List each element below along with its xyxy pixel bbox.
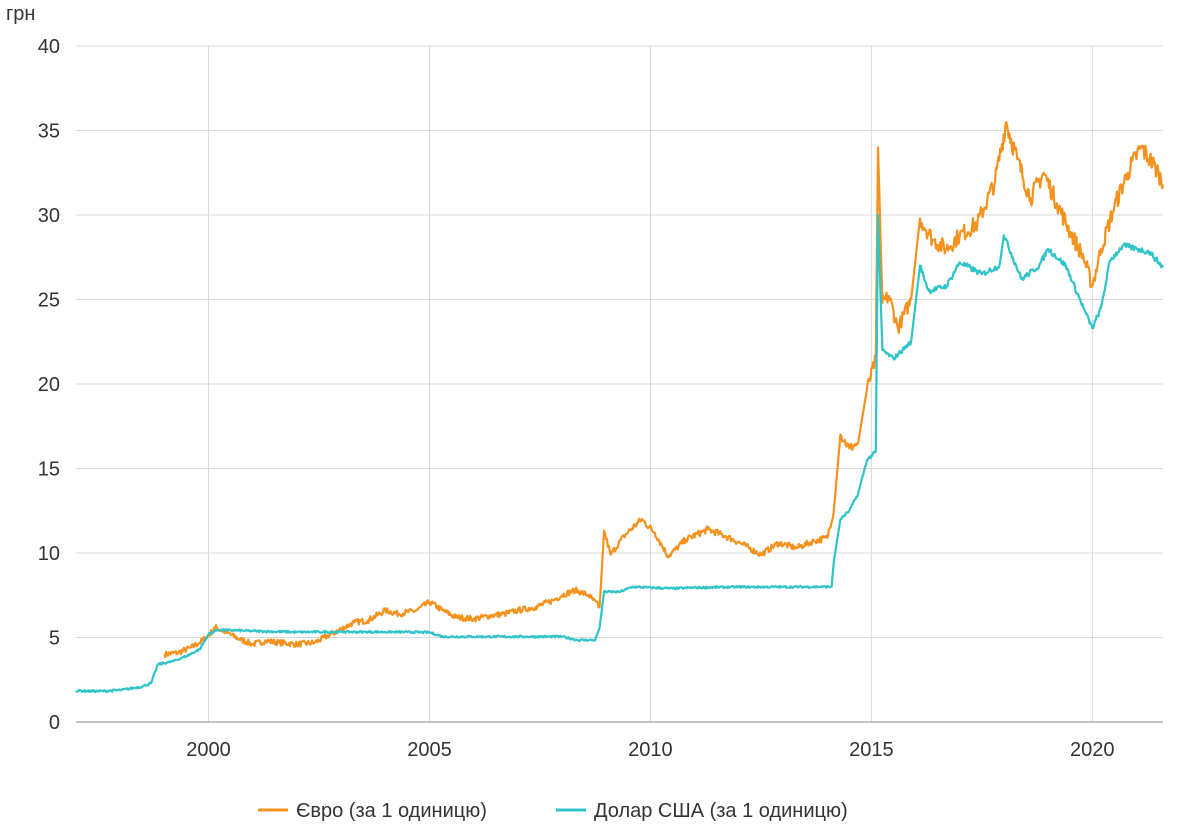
legend: Євро (за 1 одиницю) Долар США (за 1 одини… <box>258 800 848 822</box>
x-tick-label: 2010 <box>628 739 673 761</box>
series-lines <box>75 121 1165 694</box>
y-tick-label: 15 <box>38 459 60 481</box>
series-line-usd <box>75 213 1164 694</box>
gridlines <box>76 45 1163 723</box>
y-tick-label: 20 <box>38 374 60 396</box>
x-tick-label: 2015 <box>849 739 894 761</box>
y-tick-label: 10 <box>38 543 60 565</box>
x-tick-label: 2000 <box>186 739 231 761</box>
legend-label-usd: Долар США (за 1 одиницю) <box>594 800 848 822</box>
y-tick-label: 35 <box>38 121 60 143</box>
series-line-euro <box>163 121 1165 659</box>
axes: 0 5 10 15 20 25 30 35 40 2000 2005 2010 2015 2020 <box>38 36 1163 761</box>
x-tick-label: 2005 <box>407 739 452 761</box>
y-axis-unit-label: грн <box>6 3 35 25</box>
y-tick-label: 5 <box>49 628 60 650</box>
legend-label-euro: Євро (за 1 одиницю) <box>296 800 487 822</box>
y-tick-label: 0 <box>49 712 60 734</box>
y-tick-label: 25 <box>38 290 60 312</box>
x-tick-label: 2020 <box>1070 739 1115 761</box>
y-tick-label: 40 <box>38 36 60 58</box>
y-tick-label: 30 <box>38 205 60 227</box>
